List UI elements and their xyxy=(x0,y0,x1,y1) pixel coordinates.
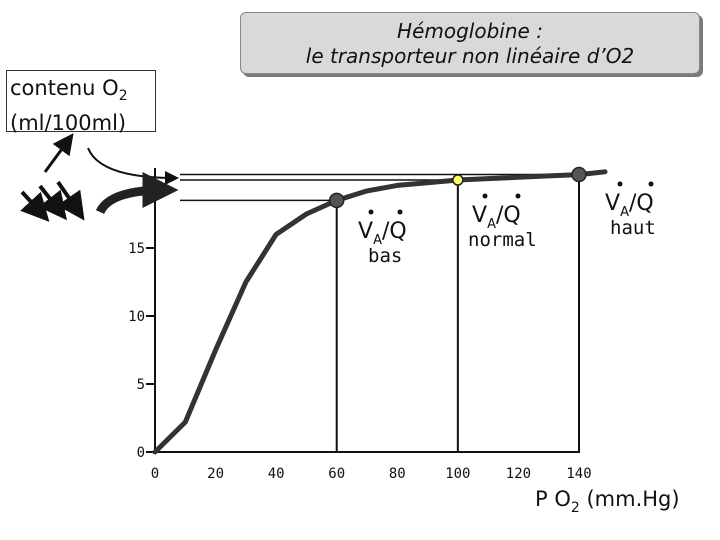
x-tick-label: 100 xyxy=(445,466,470,482)
arrow-diagonal-1 xyxy=(20,190,50,222)
x-tick-label: 60 xyxy=(328,466,345,482)
ratio-label-normal: VA/Q normal xyxy=(468,193,537,251)
arrow-curved-right xyxy=(87,147,179,185)
arrow-thick-curved xyxy=(95,172,179,215)
title-box: Hémoglobine : le transporteur non linéai… xyxy=(240,12,700,74)
x-tick-label: 80 xyxy=(389,466,406,482)
marker-haut xyxy=(571,166,587,183)
oxygen-dissociation-curve xyxy=(152,169,608,455)
dot-v xyxy=(617,181,623,187)
arrow-diagonal-3 xyxy=(56,180,85,221)
ratio-v: V xyxy=(605,191,620,216)
decorative-arrows xyxy=(20,133,179,222)
svg-text:VA/Q: VA/Q xyxy=(605,191,654,220)
curve-markers xyxy=(328,166,587,209)
x-ticks: 0 20 40 60 80 100 120 140 xyxy=(151,466,592,482)
ratio-sub: A xyxy=(487,217,496,232)
ratio-v: V xyxy=(472,203,487,228)
y-ticks: 0 5 10 15 xyxy=(128,241,155,461)
x-tick-label: 40 xyxy=(268,466,285,482)
dot-q xyxy=(397,209,403,215)
ratio-rest: /Q xyxy=(382,219,407,244)
y-axis-label-line-1: contenu O2 xyxy=(10,75,155,110)
horizontal-reference-lines xyxy=(180,173,579,202)
svg-text:VA/Q: VA/Q xyxy=(358,219,407,248)
ratio-label-bas: VA/Q bas xyxy=(358,209,407,267)
x-tick-label: 120 xyxy=(506,466,531,482)
title-line-2: le transporteur non linéaire d’O2 xyxy=(305,44,635,68)
y-tick-label: 15 xyxy=(128,241,145,257)
y-axis-label-subscript: 2 xyxy=(118,88,128,105)
y-tick-label: 10 xyxy=(128,309,145,325)
ratio-sub: A xyxy=(620,205,629,220)
x-tick-label: 140 xyxy=(566,466,591,482)
ratio-note-bas: bas xyxy=(368,245,402,267)
dot-v xyxy=(482,193,488,199)
y-axis-label-line-2: (ml/100ml) xyxy=(10,111,127,136)
x-tick-label: 20 xyxy=(207,466,224,482)
y-axis-label-box: contenu O2 (ml/100ml) xyxy=(6,70,156,135)
y-axis-label-text: contenu O xyxy=(10,76,119,100)
ratio-note-normal: normal xyxy=(468,229,537,251)
arrow-diagonal-2 xyxy=(38,184,67,221)
ratio-note-haut: haut xyxy=(610,217,656,239)
dot-q xyxy=(515,193,521,199)
x-tick-label: 0 xyxy=(151,466,159,482)
x-axis-label-subscript: 2 xyxy=(571,500,580,516)
arrow-up-right xyxy=(43,133,74,173)
title-line-1: Hémoglobine : xyxy=(397,19,543,43)
marker-normal xyxy=(452,174,464,186)
y-tick-label: 5 xyxy=(137,377,145,393)
marker-bas xyxy=(328,192,345,209)
x-axis-label-text: P O xyxy=(535,487,571,511)
ratio-rest: /Q xyxy=(629,191,654,216)
ratio-v: V xyxy=(358,219,373,244)
dot-v xyxy=(368,209,374,215)
x-axis-label-unit: (mm.Hg) xyxy=(580,487,680,511)
y-tick-label: 0 xyxy=(137,445,145,461)
x-axis-label: P O2 (mm.Hg) xyxy=(535,487,680,516)
vertical-reference-lines xyxy=(335,174,580,452)
svg-text:VA/Q: VA/Q xyxy=(472,203,521,232)
ratio-label-haut: VA/Q haut xyxy=(605,181,656,239)
ratio-sub: A xyxy=(373,233,382,248)
ratio-rest: /Q xyxy=(496,203,521,228)
axes xyxy=(154,168,580,453)
dot-q xyxy=(648,181,654,187)
